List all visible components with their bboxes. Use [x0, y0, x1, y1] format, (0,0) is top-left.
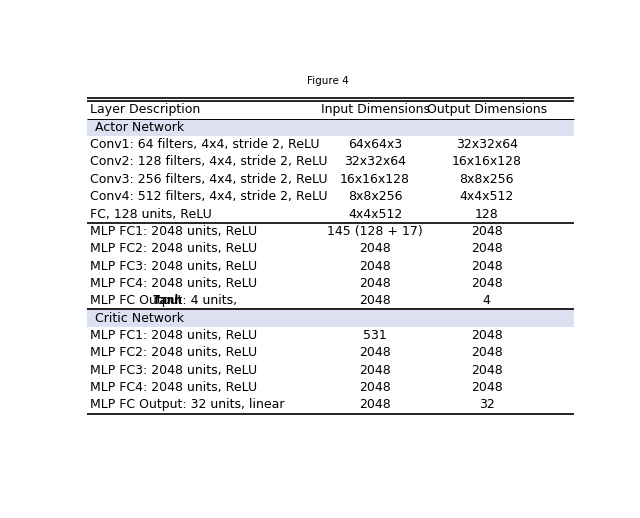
Text: 2048: 2048	[359, 398, 391, 411]
Text: 2048: 2048	[359, 294, 391, 307]
Text: MLP FC3: 2048 units, ReLU: MLP FC3: 2048 units, ReLU	[90, 260, 257, 272]
Text: Layer Description: Layer Description	[90, 104, 200, 117]
Text: Conv2: 128 filters, 4x4, stride 2, ReLU: Conv2: 128 filters, 4x4, stride 2, ReLU	[90, 155, 328, 168]
Text: Output Dimensions: Output Dimensions	[427, 104, 547, 117]
Text: FC, 128 units, ReLU: FC, 128 units, ReLU	[90, 208, 212, 221]
Text: MLP FC1: 2048 units, ReLU: MLP FC1: 2048 units, ReLU	[90, 329, 257, 342]
Text: Critic Network: Critic Network	[95, 312, 184, 325]
Text: 16x16x128: 16x16x128	[452, 155, 522, 168]
Text: 2048: 2048	[471, 225, 502, 238]
Text: 2048: 2048	[359, 260, 391, 272]
Text: MLP FC2: 2048 units, ReLU: MLP FC2: 2048 units, ReLU	[90, 242, 257, 255]
Text: MLP FC1: 2048 units, ReLU: MLP FC1: 2048 units, ReLU	[90, 225, 257, 238]
Text: 2048: 2048	[471, 260, 502, 272]
Text: 8x8x256: 8x8x256	[348, 190, 403, 203]
Text: 32x32x64: 32x32x64	[456, 138, 518, 151]
Text: 4x4x512: 4x4x512	[460, 190, 514, 203]
Text: MLP FC4: 2048 units, ReLU: MLP FC4: 2048 units, ReLU	[90, 277, 257, 290]
Text: 16x16x128: 16x16x128	[340, 173, 410, 186]
Text: Tanh: Tanh	[152, 294, 182, 307]
Text: 4x4x512: 4x4x512	[348, 208, 403, 221]
Text: 2048: 2048	[359, 242, 391, 255]
Text: 2048: 2048	[471, 242, 502, 255]
Text: 32x32x64: 32x32x64	[344, 155, 406, 168]
Text: 2048: 2048	[359, 347, 391, 359]
Text: 2048: 2048	[471, 381, 502, 394]
Text: Conv3: 256 filters, 4x4, stride 2, ReLU: Conv3: 256 filters, 4x4, stride 2, ReLU	[90, 173, 328, 186]
Text: MLP FC Output: 32 units, linear: MLP FC Output: 32 units, linear	[90, 398, 284, 411]
Text: MLP FC2: 2048 units, ReLU: MLP FC2: 2048 units, ReLU	[90, 347, 257, 359]
Text: 8x8x256: 8x8x256	[460, 173, 514, 186]
Text: 531: 531	[364, 329, 387, 342]
Text: 2048: 2048	[359, 381, 391, 394]
Text: Actor Network: Actor Network	[95, 121, 184, 134]
Text: Conv1: 64 filters, 4x4, stride 2, ReLU: Conv1: 64 filters, 4x4, stride 2, ReLU	[90, 138, 319, 151]
Text: 4: 4	[483, 294, 491, 307]
Text: MLP FC4: 2048 units, ReLU: MLP FC4: 2048 units, ReLU	[90, 381, 257, 394]
Text: 32: 32	[479, 398, 495, 411]
Text: MLP FC Output: 4 units,: MLP FC Output: 4 units,	[90, 294, 241, 307]
Text: Figure 4: Figure 4	[307, 76, 349, 86]
Text: 2048: 2048	[359, 364, 391, 377]
Bar	[88, 309, 573, 327]
Text: 2048: 2048	[359, 277, 391, 290]
Text: 2048: 2048	[471, 347, 502, 359]
Text: 128: 128	[475, 208, 499, 221]
Text: Conv4: 512 filters, 4x4, stride 2, ReLU: Conv4: 512 filters, 4x4, stride 2, ReLU	[90, 190, 328, 203]
Text: Input Dimensions: Input Dimensions	[321, 104, 429, 117]
Text: 2048: 2048	[471, 329, 502, 342]
Text: 2048: 2048	[471, 277, 502, 290]
Text: MLP FC3: 2048 units, ReLU: MLP FC3: 2048 units, ReLU	[90, 364, 257, 377]
Text: 2048: 2048	[471, 364, 502, 377]
Text: 145 (128 + 17): 145 (128 + 17)	[327, 225, 423, 238]
Text: 64x64x3: 64x64x3	[348, 138, 402, 151]
Bar	[88, 119, 573, 136]
